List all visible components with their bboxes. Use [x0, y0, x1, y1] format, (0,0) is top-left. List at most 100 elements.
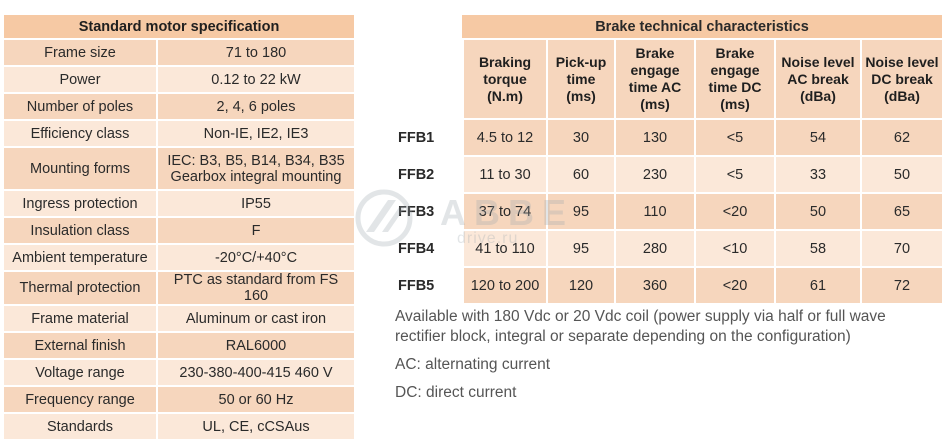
spec-value: Non-IE, IE2, IE3 — [158, 121, 354, 146]
model-name: FFB2 — [392, 157, 462, 192]
model-name: FFB4 — [392, 231, 462, 266]
table-row: Ambient temperature -20°C/+40°C — [4, 245, 354, 270]
column-header-engage-time-dc: Brake engage time DC (ms) — [694, 40, 774, 118]
spec-value: 2, 4, 6 poles — [158, 94, 354, 119]
table-cell: 62 — [860, 120, 942, 155]
table-row: FFB2 11 to 30 60 230 <5 33 50 — [392, 157, 942, 192]
table-cell: <20 — [694, 194, 774, 229]
spec-label: Frame size — [4, 40, 158, 65]
table-cell: 130 — [614, 120, 694, 155]
table-row: Frame material Aluminum or cast iron — [4, 306, 354, 331]
table-cell: 360 — [614, 268, 694, 303]
spec-label: Thermal protection — [4, 272, 158, 304]
spec-value: F — [158, 218, 354, 243]
table-cell: 95 — [546, 194, 614, 229]
table-row: FFB4 41 to 110 95 280 <10 58 70 — [392, 231, 942, 266]
blank-header-cell — [392, 15, 462, 38]
spec-value: -20°C/+40°C — [158, 245, 354, 270]
table-cell: 120 to 200 — [462, 268, 546, 303]
table-cell: 41 to 110 — [462, 231, 546, 266]
brake-characteristics-table: Brake technical characteristics Braking … — [392, 13, 942, 305]
table-cell: 110 — [614, 194, 694, 229]
table-row: Standards UL, CE, cCSAus — [4, 414, 354, 439]
table-cell: 50 — [860, 157, 942, 192]
table-cell: <5 — [694, 120, 774, 155]
table-cell: 60 — [546, 157, 614, 192]
spec-value: IEC: B3, B5, B14, B34, B35 Gearbox integ… — [158, 148, 354, 189]
spec-label: Ingress protection — [4, 191, 158, 216]
spec-label: Standards — [4, 414, 158, 439]
model-name: FFB3 — [392, 194, 462, 229]
spec-value-line: Gearbox integral mounting — [170, 168, 342, 185]
table-cell: 120 — [546, 268, 614, 303]
table-cell: 11 to 30 — [462, 157, 546, 192]
table-cell: 70 — [860, 231, 942, 266]
spec-label: External finish — [4, 333, 158, 358]
spec-value: PTC as standard from FS 160 — [158, 272, 354, 304]
spec-value: 230-380-400-415 460 V — [158, 360, 354, 385]
table-cell: 72 — [860, 268, 942, 303]
table-cell: 54 — [774, 120, 860, 155]
column-header-engage-time-ac: Brake engage time AC (ms) — [614, 40, 694, 118]
table-row: Frequency range 50 or 60 Hz — [4, 387, 354, 412]
model-name: FFB1 — [392, 120, 462, 155]
table-row: External finish RAL6000 — [4, 333, 354, 358]
table-row: FFB3 37 to 74 95 110 <20 50 65 — [392, 194, 942, 229]
brake-table-title: Brake technical characteristics — [462, 15, 942, 38]
table-cell: 230 — [614, 157, 694, 192]
column-header-braking-torque: Braking torque (N.m) — [462, 40, 546, 118]
spec-label: Insulation class — [4, 218, 158, 243]
blank-header-cell — [392, 40, 462, 118]
table-cell: 30 — [546, 120, 614, 155]
spec-value: Aluminum or cast iron — [158, 306, 354, 331]
ac-note: AC: alternating current — [395, 356, 551, 373]
table-cell: 50 — [774, 194, 860, 229]
column-header-noise-dc: Noise level DC break (dBa) — [860, 40, 942, 118]
motor-spec-title: Standard motor specification — [4, 15, 354, 38]
column-header-noise-ac: Noise level AC break (dBa) — [774, 40, 860, 118]
table-cell: 95 — [546, 231, 614, 266]
spec-label: Number of poles — [4, 94, 158, 119]
table-row: Efficiency class Non-IE, IE2, IE3 — [4, 121, 354, 146]
table-cell: <20 — [694, 268, 774, 303]
spec-value: RAL6000 — [158, 333, 354, 358]
table-row: Thermal protection PTC as standard from … — [4, 272, 354, 304]
table-cell: 33 — [774, 157, 860, 192]
spec-label: Frequency range — [4, 387, 158, 412]
table-row: Ingress protection IP55 — [4, 191, 354, 216]
spec-value: 50 or 60 Hz — [158, 387, 354, 412]
spec-value: 0.12 to 22 kW — [158, 67, 354, 92]
table-row: Power 0.12 to 22 kW — [4, 67, 354, 92]
model-name: FFB5 — [392, 268, 462, 303]
spec-value-line: IEC: B3, B5, B14, B34, B35 — [167, 152, 345, 169]
spec-label: Power — [4, 67, 158, 92]
dc-note: DC: direct current — [395, 384, 517, 401]
table-cell: <10 — [694, 231, 774, 266]
column-header-pickup-time: Pick-up time (ms) — [546, 40, 614, 118]
table-row: Insulation class F — [4, 218, 354, 243]
table-cell: 280 — [614, 231, 694, 266]
spec-label: Efficiency class — [4, 121, 158, 146]
table-row: Voltage range 230-380-400-415 460 V — [4, 360, 354, 385]
table-cell: 58 — [774, 231, 860, 266]
spec-label: Mounting forms — [4, 148, 158, 189]
table-row: FFB1 4.5 to 12 30 130 <5 54 62 — [392, 120, 942, 155]
table-cell: 61 — [774, 268, 860, 303]
spec-value: 71 to 180 — [158, 40, 354, 65]
table-row: FFB5 120 to 200 120 360 <20 61 72 — [392, 268, 942, 303]
availability-note: Available with 180 Vdc or 20 Vdc coil (p… — [395, 308, 886, 345]
table-cell: 37 to 74 — [462, 194, 546, 229]
table-cell: 65 — [860, 194, 942, 229]
spec-value: IP55 — [158, 191, 354, 216]
spec-label: Voltage range — [4, 360, 158, 385]
table-row: Frame size 71 to 180 — [4, 40, 354, 65]
spec-label: Frame material — [4, 306, 158, 331]
spec-label: Ambient temperature — [4, 245, 158, 270]
notes: Available with 180 Vdc or 20 Vdc coil (p… — [395, 307, 940, 411]
table-cell: <5 — [694, 157, 774, 192]
table-row: Number of poles 2, 4, 6 poles — [4, 94, 354, 119]
spec-value: UL, CE, cCSAus — [158, 414, 354, 439]
table-cell: 4.5 to 12 — [462, 120, 546, 155]
table-row: Mounting forms IEC: B3, B5, B14, B34, B3… — [4, 148, 354, 189]
motor-spec-table: Standard motor specification Frame size … — [4, 13, 354, 441]
